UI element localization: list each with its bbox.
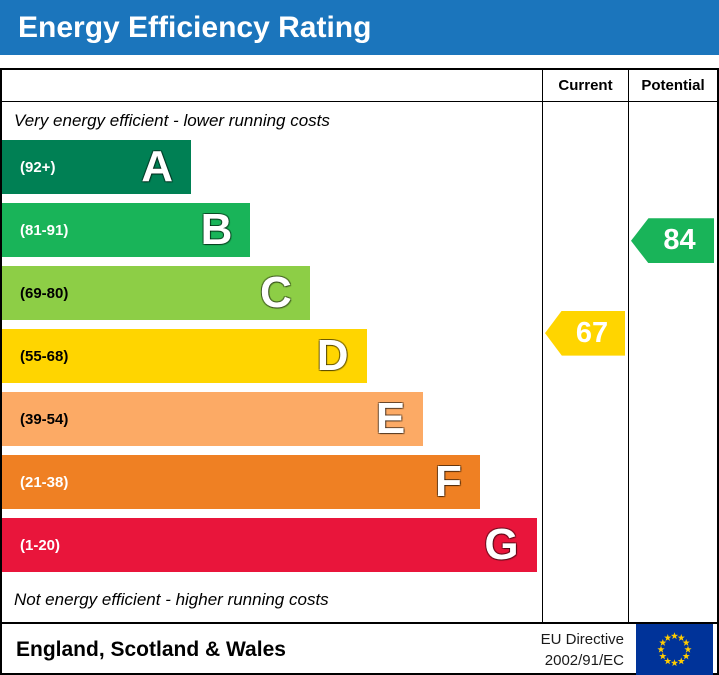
band-a: (92+) A: [2, 140, 191, 194]
band-e-letter: E: [375, 394, 406, 443]
band-d: (55-68) D: [2, 329, 367, 383]
rating-chart: Current Potential Very energy efficient …: [2, 70, 717, 622]
bottom-note: Not energy efficient - higher running co…: [14, 590, 329, 609]
current-column-header: Current: [542, 70, 628, 102]
header-spacer: [2, 70, 542, 102]
region-label: England, Scotland & Wales: [16, 637, 286, 661]
band-row-a: (92+) A: [2, 140, 542, 194]
band-f-range: (21-38): [20, 473, 69, 491]
band-d-range: (55-68): [20, 347, 69, 365]
footer: England, Scotland & Wales EU Directive 2…: [2, 622, 717, 675]
page-title-text: Energy Efficiency Rating: [18, 10, 372, 44]
band-g-letter: G: [484, 520, 519, 569]
potential-arrow: 84: [631, 218, 714, 264]
band-b-letter: B: [200, 205, 233, 254]
potential-rating-value: 84: [663, 224, 696, 257]
band-e: (39-54) E: [2, 392, 424, 446]
band-g-range: (1-20): [20, 536, 61, 554]
eu-flag-icon: [636, 624, 713, 675]
band-d-letter: D: [316, 331, 349, 380]
band-row-f: (21-38) F: [2, 455, 542, 509]
band-c-range: (69-80): [20, 284, 69, 302]
band-f: (21-38) F: [2, 455, 480, 509]
epc-chart-box: Current Potential Very energy efficient …: [0, 68, 719, 675]
band-b: (81-91) B: [2, 203, 251, 257]
bands-region: Very energy efficient - lower running co…: [2, 102, 542, 622]
band-row-e: (39-54) E: [2, 392, 542, 446]
potential-column-header: Potential: [628, 70, 717, 102]
band-row-d: (55-68) D: [2, 329, 542, 383]
band-f-letter: F: [435, 457, 462, 506]
band-b-range: (81-91): [20, 221, 69, 239]
current-arrow: 67: [545, 310, 625, 356]
band-e-range: (39-54): [20, 410, 69, 428]
eu-directive-line2: 2002/91/EC: [544, 651, 624, 669]
potential-column: 84: [628, 102, 717, 622]
band-row-g: (1-20) G: [2, 518, 542, 572]
band-row-c: (69-80) C: [2, 266, 542, 320]
top-note: Very energy efficient - lower running co…: [14, 111, 330, 130]
band-a-letter: A: [141, 142, 173, 191]
page-title: Energy Efficiency Rating: [0, 0, 719, 55]
band-g: (1-20) G: [2, 518, 537, 572]
eu-directive-text: EU Directive 2002/91/EC: [541, 629, 636, 671]
band-c-letter: C: [260, 268, 292, 317]
eu-directive-line1: EU Directive: [540, 630, 624, 648]
band-a-range: (92+): [20, 158, 56, 176]
band-c: (69-80) C: [2, 266, 310, 320]
current-rating-value: 67: [575, 316, 609, 349]
current-column: 67: [542, 102, 628, 622]
band-row-b: (81-91) B: [2, 203, 542, 257]
